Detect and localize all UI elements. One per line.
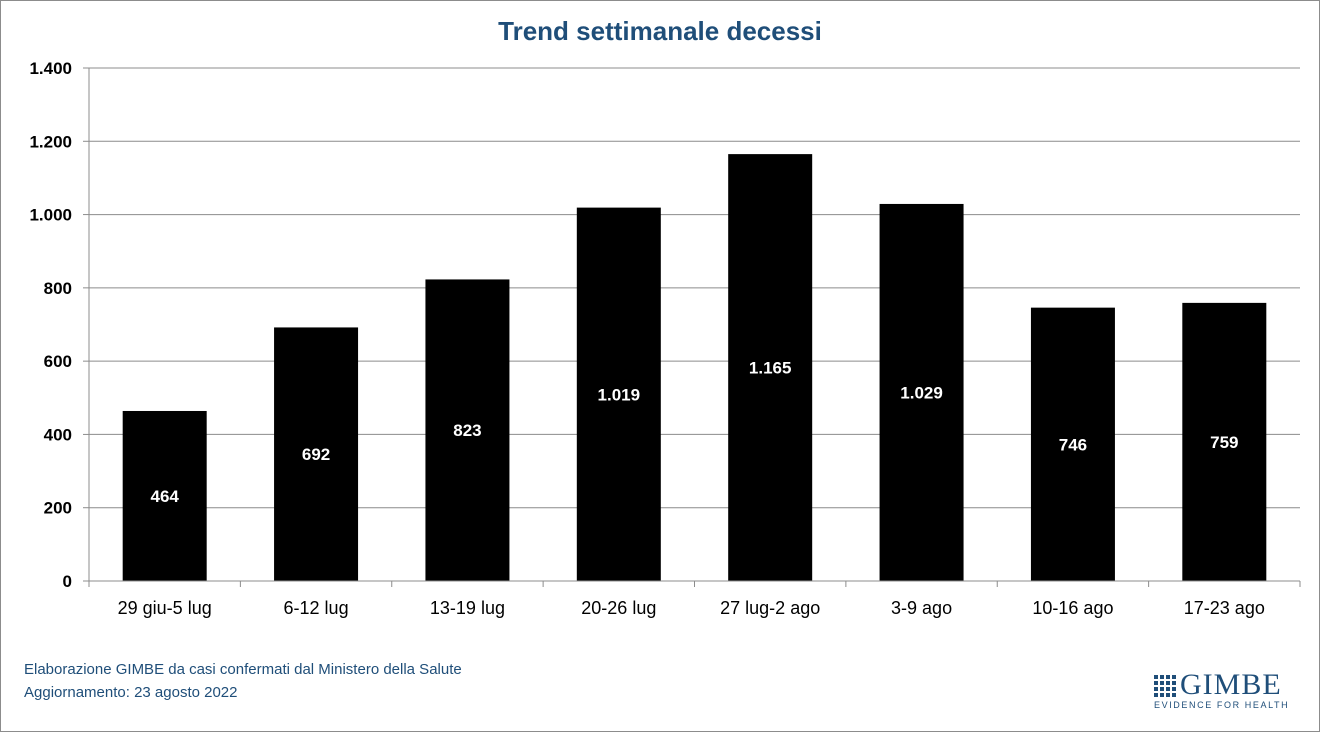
bar-value-label: 759 (1210, 433, 1238, 452)
x-category-label: 10-16 ago (1032, 598, 1113, 618)
y-tick-label: 1.000 (29, 206, 72, 225)
bar-value-label: 1.165 (749, 359, 792, 378)
gimbe-logo: GIMBE EVIDENCE FOR HEALTH (1154, 670, 1290, 712)
y-tick-label: 1.400 (29, 59, 72, 78)
bar (122, 410, 207, 581)
chart-title: Trend settimanale decessi (498, 16, 822, 46)
bar (274, 327, 359, 581)
logo-tagline: EVIDENCE FOR HEALTH (1154, 700, 1290, 710)
x-category-label: 29 giu-5 lug (118, 598, 212, 618)
bar-value-label: 746 (1059, 435, 1087, 454)
bar-value-label: 464 (151, 487, 180, 506)
y-tick-label: 1.200 (29, 132, 72, 151)
bar-value-label: 823 (453, 421, 481, 440)
source-note: Elaborazione GIMBE da casi confermati da… (24, 661, 462, 678)
bar (1182, 302, 1267, 581)
bar-value-label: 1.019 (598, 385, 641, 404)
logo-name: GIMBE (1180, 668, 1282, 701)
bar-value-label: 692 (302, 445, 330, 464)
x-category-label: 6-12 lug (284, 598, 349, 618)
bar (1030, 307, 1115, 581)
x-category-label: 17-23 ago (1184, 598, 1265, 618)
bar (425, 279, 510, 581)
update-note: Aggiornamento: 23 agosto 2022 (24, 684, 238, 701)
x-category-label: 27 lug-2 ago (720, 598, 820, 618)
y-tick-label: 600 (44, 352, 72, 371)
logo-mark-icon (1154, 675, 1176, 697)
x-category-label: 13-19 lug (430, 598, 505, 618)
bar-value-label: 1.029 (900, 383, 943, 402)
x-category-label: 20-26 lug (581, 598, 656, 618)
y-tick-label: 400 (44, 425, 72, 444)
bar (576, 207, 661, 581)
bar (728, 154, 813, 581)
x-category-label: 3-9 ago (891, 598, 952, 618)
bar (879, 203, 964, 581)
y-tick-label: 200 (44, 499, 72, 518)
y-tick-label: 800 (44, 279, 72, 298)
y-tick-label: 0 (63, 572, 72, 591)
